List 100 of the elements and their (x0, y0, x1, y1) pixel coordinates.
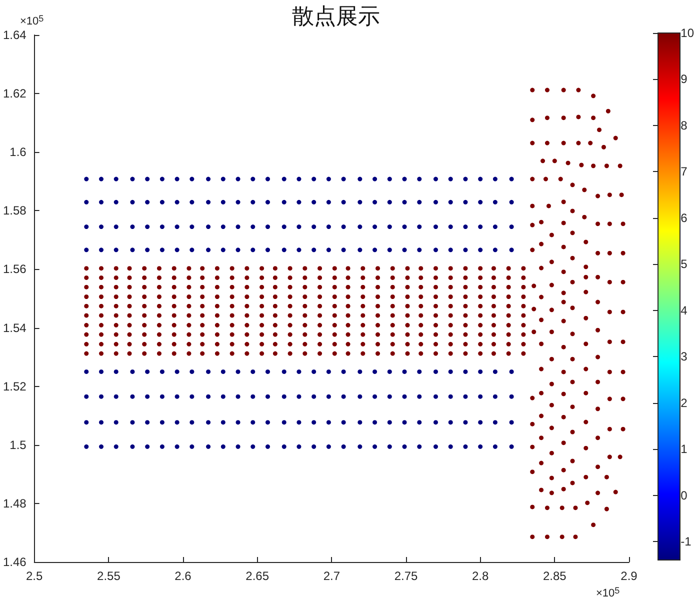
point (530, 248, 535, 252)
point (417, 200, 422, 204)
y-tick-label: 1.58 (2, 204, 27, 218)
point (84, 200, 89, 204)
point (206, 224, 211, 230)
point (156, 332, 162, 337)
point (492, 444, 498, 449)
point (156, 284, 162, 290)
point (288, 284, 292, 290)
point (463, 394, 468, 399)
point (200, 304, 205, 308)
point (418, 304, 424, 308)
point (418, 284, 424, 290)
point (145, 444, 150, 449)
point (206, 420, 211, 425)
point (405, 322, 410, 328)
point (405, 332, 410, 337)
point (506, 351, 511, 356)
point (561, 414, 566, 420)
point (549, 260, 554, 264)
point (214, 332, 220, 337)
point (417, 248, 422, 252)
point (99, 351, 104, 356)
point (114, 420, 118, 425)
point (405, 304, 410, 308)
point (478, 332, 483, 337)
point (266, 444, 270, 449)
point (509, 176, 514, 182)
point (272, 266, 278, 271)
point (549, 282, 554, 288)
point (230, 304, 234, 308)
point (142, 322, 147, 328)
point (448, 444, 453, 449)
point (358, 224, 362, 230)
point (160, 200, 164, 204)
point (99, 369, 104, 374)
point (288, 294, 292, 299)
point (172, 294, 176, 299)
point (539, 436, 544, 440)
chart-title: 散点展示 (292, 4, 380, 28)
point (387, 248, 392, 252)
point (244, 304, 250, 308)
point (99, 313, 104, 318)
x-tick-label: 2.55 (97, 569, 121, 583)
point (220, 444, 226, 449)
point (539, 488, 544, 492)
point (186, 322, 192, 328)
point (346, 304, 350, 308)
point (604, 474, 609, 480)
point (448, 275, 453, 280)
point (539, 414, 544, 418)
point (418, 332, 424, 337)
point (186, 275, 192, 280)
point (174, 369, 180, 374)
point (570, 380, 575, 384)
point (230, 284, 234, 290)
point (463, 248, 468, 252)
point (326, 224, 331, 230)
point (405, 284, 410, 290)
point (190, 248, 194, 252)
point (552, 158, 557, 164)
point (318, 275, 322, 280)
point (206, 444, 211, 449)
point (561, 300, 566, 304)
point (570, 404, 575, 410)
point (463, 224, 468, 230)
x-tick-label: 2.9 (620, 569, 638, 583)
point (530, 422, 535, 426)
point (236, 394, 240, 399)
point (376, 332, 380, 337)
point (372, 444, 378, 449)
point (618, 164, 622, 168)
point (376, 351, 380, 356)
point (142, 294, 147, 299)
point (530, 204, 535, 208)
point (591, 522, 596, 528)
point (417, 444, 422, 449)
point (244, 351, 250, 356)
point (174, 176, 180, 182)
point (145, 176, 150, 182)
point (272, 304, 278, 308)
point (544, 88, 550, 92)
point (618, 454, 622, 460)
point (448, 266, 453, 271)
point (244, 322, 250, 328)
point (521, 313, 526, 318)
y-tick-label: 1.62 (2, 86, 27, 101)
point (376, 322, 380, 328)
point (186, 351, 192, 356)
point (570, 256, 575, 260)
point (288, 266, 292, 271)
point (417, 224, 422, 230)
point (376, 304, 380, 308)
point (506, 332, 511, 337)
point (99, 342, 104, 346)
point (156, 342, 162, 346)
point (332, 342, 337, 346)
point (244, 342, 250, 346)
point (492, 420, 498, 425)
y-tick-label: 1.6 (10, 145, 27, 160)
